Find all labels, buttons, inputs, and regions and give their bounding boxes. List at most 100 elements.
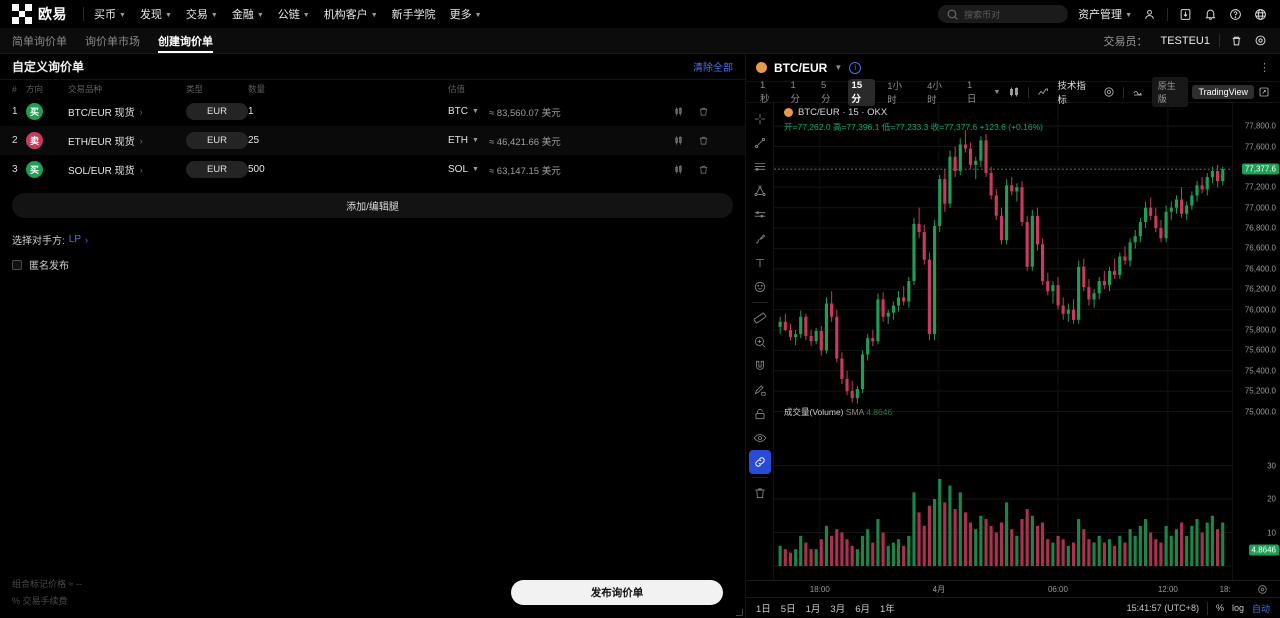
horizontal-lines-icon[interactable] bbox=[749, 155, 771, 179]
candles-icon[interactable] bbox=[673, 106, 684, 117]
quantity-input[interactable]: 1 bbox=[248, 106, 254, 117]
trend-line-icon[interactable] bbox=[749, 131, 771, 155]
delete-icon[interactable] bbox=[698, 135, 709, 146]
pattern-icon[interactable] bbox=[749, 203, 771, 227]
nav-item-finance[interactable]: 金融 ▼ bbox=[232, 6, 264, 22]
lock-icon[interactable] bbox=[749, 402, 771, 426]
type-pill[interactable]: EUR bbox=[186, 132, 248, 149]
okx-logo[interactable]: 欧易 bbox=[12, 4, 67, 24]
download-icon[interactable] bbox=[1178, 7, 1193, 22]
indicators-label[interactable]: 技术指标 bbox=[1057, 81, 1086, 106]
row-quantity[interactable]: 25 bbox=[248, 135, 448, 146]
range-6m[interactable]: 6月 bbox=[855, 604, 870, 615]
counterparty-value[interactable]: LP bbox=[68, 234, 82, 245]
nav-item-more[interactable]: 更多 ▼ bbox=[450, 6, 482, 22]
side-badge-buy[interactable]: 买 bbox=[26, 161, 43, 178]
delete-icon[interactable] bbox=[698, 164, 709, 175]
nav-item-buy[interactable]: 买币 ▼ bbox=[94, 6, 126, 22]
percent-scale-button[interactable]: % bbox=[1215, 603, 1224, 613]
unit-selector[interactable]: ETH ▼ bbox=[448, 135, 479, 146]
clear-all-button[interactable]: 清除全部 bbox=[693, 63, 733, 74]
text-icon[interactable] bbox=[749, 251, 771, 275]
side-badge-sell[interactable]: 卖 bbox=[26, 132, 43, 149]
row-direction[interactable]: 买 bbox=[26, 103, 68, 120]
bell-icon[interactable] bbox=[1203, 7, 1218, 22]
settings-icon[interactable] bbox=[1253, 33, 1268, 48]
price-plot[interactable]: BTC/EUR · 15 · OKX 开=77,262.0 高=77,396.1… bbox=[774, 103, 1232, 580]
tab-simple-rfq[interactable]: 简单询价单 bbox=[12, 28, 67, 53]
nav-item-trade[interactable]: 交易 ▼ bbox=[186, 6, 218, 22]
type-pill[interactable]: EUR bbox=[186, 161, 248, 178]
globe-icon[interactable] bbox=[1253, 7, 1268, 22]
candlestick-type-icon[interactable] bbox=[1008, 86, 1020, 98]
timeframe-15m[interactable]: 15分 bbox=[847, 78, 876, 106]
row-type[interactable]: EUR bbox=[186, 103, 248, 120]
info-icon[interactable]: i bbox=[849, 61, 862, 74]
unit-selector[interactable]: SOL ▼ bbox=[448, 164, 479, 175]
side-badge-buy[interactable]: 买 bbox=[26, 103, 43, 120]
row-symbol[interactable]: BTC/EUR 现货 › bbox=[68, 104, 186, 120]
publish-rfq-button[interactable]: 发布询价单 bbox=[511, 579, 723, 605]
range-1m[interactable]: 1月 bbox=[805, 604, 821, 615]
anonymous-checkbox[interactable] bbox=[12, 259, 22, 270]
anonymous-publish-row[interactable]: 匿名发布 bbox=[0, 247, 745, 272]
table-row[interactable]: 2 卖 ETH/EUR 现货 › EUR 25 ETH ▼ bbox=[0, 126, 745, 155]
range-3m[interactable]: 3月 bbox=[830, 604, 846, 615]
zoom-in-icon[interactable] bbox=[749, 330, 771, 354]
layout-icon[interactable] bbox=[1132, 86, 1144, 98]
auto-scale-button[interactable]: 自动 bbox=[1251, 603, 1270, 614]
row-type[interactable]: EUR bbox=[186, 132, 248, 149]
asset-management-menu[interactable]: 资产管理 ▼ bbox=[1078, 6, 1132, 22]
brush-icon[interactable] bbox=[749, 227, 771, 251]
row-quantity[interactable]: 500 bbox=[248, 164, 448, 175]
history-icon[interactable] bbox=[1229, 33, 1244, 48]
range-5d[interactable]: 5日 bbox=[780, 604, 796, 615]
table-row[interactable]: 1 买 BTC/EUR 现货 › EUR 1 BTC ▼ bbox=[0, 97, 745, 126]
quantity-input[interactable]: 500 bbox=[248, 164, 265, 175]
nav-item-academy[interactable]: 新手学院 bbox=[392, 6, 436, 22]
timeframe-1m[interactable]: 1分 bbox=[790, 79, 801, 105]
indicator-icon[interactable] bbox=[1037, 86, 1049, 98]
row-direction[interactable]: 卖 bbox=[26, 132, 68, 149]
chart-settings-icon[interactable] bbox=[1103, 86, 1115, 98]
link-icon[interactable] bbox=[748, 450, 771, 474]
chevron-down-icon[interactable]: ▼ bbox=[834, 63, 843, 72]
view-native-button[interactable]: 原生版 bbox=[1151, 77, 1189, 107]
chevron-down-icon[interactable]: ▼ bbox=[993, 88, 1001, 96]
time-axis[interactable]: 18:00 4月 06:00 12:00 18: bbox=[746, 580, 1280, 597]
timeframe-1h[interactable]: 1小时 bbox=[887, 81, 903, 106]
timeframe-5m[interactable]: 5分 bbox=[821, 79, 831, 105]
row-quantity[interactable]: 1 bbox=[248, 106, 448, 117]
timeframe-1d[interactable]: 1日 bbox=[966, 79, 977, 105]
search-input[interactable]: 搜索币对 bbox=[938, 5, 1069, 23]
row-direction[interactable]: 买 bbox=[26, 161, 68, 178]
emoji-icon[interactable] bbox=[749, 275, 771, 299]
tab-create-rfq[interactable]: 创建询价单 bbox=[158, 28, 213, 53]
magnet-icon[interactable] bbox=[749, 354, 771, 378]
edit-lock-icon[interactable] bbox=[749, 378, 771, 402]
nav-item-institutional[interactable]: 机构客户 ▼ bbox=[324, 6, 378, 22]
log-scale-button[interactable]: log bbox=[1231, 603, 1244, 613]
nav-item-discover[interactable]: 发现 ▼ bbox=[140, 6, 172, 22]
chart-menu-icon[interactable]: ⋮ bbox=[1259, 62, 1270, 74]
view-tradingview-button[interactable]: TradingView bbox=[1192, 85, 1254, 99]
table-row[interactable]: 3 买 SOL/EUR 现货 › EUR 500 SOL ▼ bbox=[0, 155, 745, 184]
row-symbol[interactable]: ETH/EUR 现货 › bbox=[68, 133, 186, 149]
resize-handle[interactable] bbox=[736, 609, 743, 616]
timeframe-1s[interactable]: 1秒 bbox=[760, 79, 770, 105]
help-icon[interactable] bbox=[1228, 7, 1243, 22]
range-1y[interactable]: 1年 bbox=[879, 604, 895, 615]
candles-icon[interactable] bbox=[673, 164, 684, 175]
candles-icon[interactable] bbox=[673, 135, 684, 146]
crosshair-icon[interactable] bbox=[749, 107, 771, 131]
type-pill[interactable]: EUR bbox=[186, 103, 248, 120]
user-icon[interactable] bbox=[1142, 7, 1157, 22]
unit-selector[interactable]: BTC ▼ bbox=[448, 106, 479, 117]
pitchfork-icon[interactable] bbox=[749, 179, 771, 203]
nav-item-chain[interactable]: 公链 ▼ bbox=[278, 6, 310, 22]
price-axis[interactable]: 77,800.0 77,600.0 77,200.0 77,000.0 76,800.0… bbox=[1232, 103, 1280, 580]
time-axis-settings-icon[interactable] bbox=[1257, 584, 1268, 595]
row-symbol[interactable]: SOL/EUR 现货 › bbox=[68, 162, 186, 178]
fullscreen-icon[interactable] bbox=[1258, 86, 1270, 98]
add-edit-leg-button[interactable]: 添加/编辑腿 bbox=[12, 193, 733, 218]
